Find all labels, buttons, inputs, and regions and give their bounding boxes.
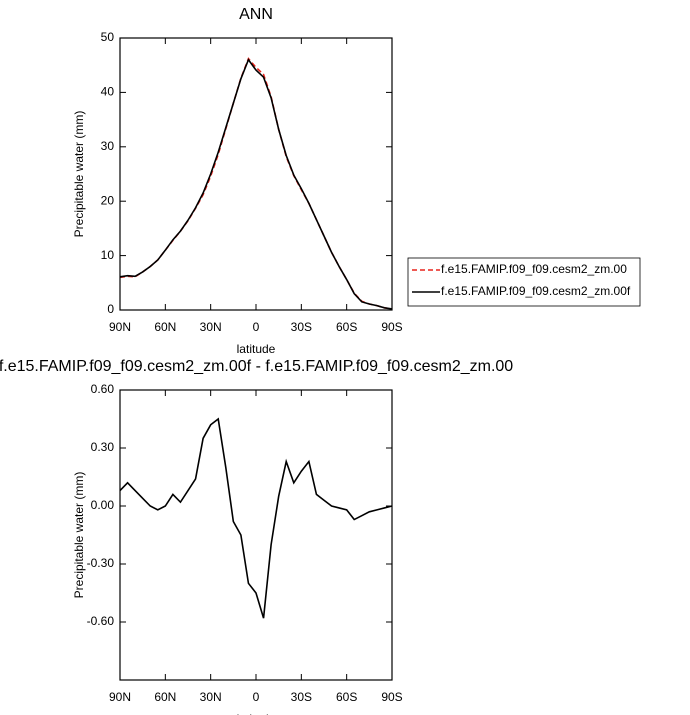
plot-frame <box>119 389 393 681</box>
x-tick-label: 30N <box>200 320 222 334</box>
x-tick-label: 30S <box>291 690 312 704</box>
x-tick-label: 0 <box>253 320 260 334</box>
y-tick-label: 40 <box>101 85 115 99</box>
data-line <box>119 417 393 619</box>
x-tick-label: 90N <box>109 320 131 334</box>
x-tick-label: 60N <box>154 320 176 334</box>
x-tick-label: 30S <box>291 320 312 334</box>
x-axis-label: latitude <box>237 712 276 715</box>
x-tick-label: 60N <box>154 690 176 704</box>
y-tick-label: 0 <box>107 302 114 316</box>
data-line <box>119 58 393 310</box>
x-tick-label: 30N <box>200 690 222 704</box>
y-tick-label: 20 <box>101 193 115 207</box>
x-tick-label: 60S <box>336 320 357 334</box>
y-tick-label: 0.30 <box>91 440 115 454</box>
chart-title: ANN <box>239 6 273 23</box>
y-tick-label: 10 <box>101 248 115 262</box>
x-tick-label: 90S <box>381 690 402 704</box>
y-tick-label: -0.60 <box>87 614 115 628</box>
legend-label: f.e15.FAMIP.f09_f09.cesm2_zm.00f <box>441 284 631 298</box>
data-line <box>119 57 393 310</box>
y-axis-label: Precipitable water (mm) <box>72 472 86 599</box>
y-tick-label: -0.30 <box>87 556 115 570</box>
x-tick-label: 0 <box>253 690 260 704</box>
x-tick-label: 90S <box>381 320 402 334</box>
y-axis-label: Precipitable water (mm) <box>72 111 86 238</box>
plot-frame <box>119 37 393 311</box>
y-tick-label: 0.00 <box>91 498 115 512</box>
y-tick-label: 50 <box>101 30 115 44</box>
y-tick-label: 0.60 <box>91 382 115 396</box>
x-axis-label: latitude <box>237 342 276 356</box>
chart-title: f.e15.FAMIP.f09_f09.cesm2_zm.00f - f.e15… <box>0 358 513 375</box>
legend-label: f.e15.FAMIP.f09_f09.cesm2_zm.00 <box>441 262 627 276</box>
y-tick-label: 30 <box>101 139 115 153</box>
x-tick-label: 90N <box>109 690 131 704</box>
legend-box <box>407 257 641 307</box>
x-tick-label: 60S <box>336 690 357 704</box>
